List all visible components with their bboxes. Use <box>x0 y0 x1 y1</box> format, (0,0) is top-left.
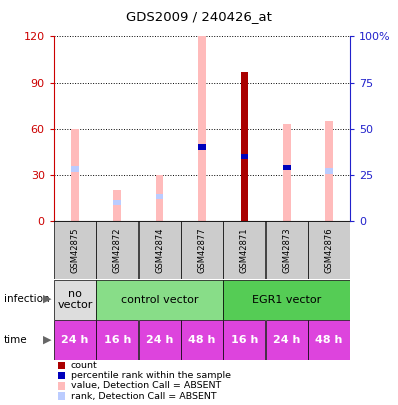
Bar <box>240 72 248 221</box>
Bar <box>139 320 181 360</box>
Text: time: time <box>4 335 27 345</box>
Bar <box>181 320 223 360</box>
Bar <box>308 320 350 360</box>
Text: ▶: ▶ <box>43 294 51 304</box>
Text: percentile rank within the sample: percentile rank within the sample <box>71 371 231 380</box>
Bar <box>265 221 308 279</box>
Text: value, Detection Call = ABSENT: value, Detection Call = ABSENT <box>71 382 221 390</box>
Text: GSM42874: GSM42874 <box>155 227 164 273</box>
Bar <box>325 121 333 221</box>
Bar <box>113 200 121 205</box>
Bar <box>265 320 308 360</box>
Text: GSM42872: GSM42872 <box>113 227 122 273</box>
Bar <box>156 175 164 221</box>
Text: 24 h: 24 h <box>146 335 173 345</box>
Text: GSM42871: GSM42871 <box>240 227 249 273</box>
Bar <box>181 221 223 279</box>
Bar <box>113 190 121 221</box>
Bar <box>223 221 265 279</box>
Text: 48 h: 48 h <box>315 335 343 345</box>
Text: ▶: ▶ <box>43 335 51 345</box>
Bar <box>308 221 350 279</box>
Bar <box>96 320 139 360</box>
Text: count: count <box>71 361 98 370</box>
Text: EGR1 vector: EGR1 vector <box>252 295 321 305</box>
Text: 16 h: 16 h <box>103 335 131 345</box>
Text: infection: infection <box>4 294 50 304</box>
Bar <box>325 168 333 174</box>
Text: 48 h: 48 h <box>188 335 216 345</box>
Text: no
vector: no vector <box>57 289 93 311</box>
Bar <box>96 221 139 279</box>
Bar <box>139 221 181 279</box>
Bar <box>223 320 265 360</box>
Text: GSM42873: GSM42873 <box>282 227 291 273</box>
Text: 24 h: 24 h <box>273 335 300 345</box>
Bar <box>54 320 96 360</box>
Bar <box>198 144 206 150</box>
Bar <box>283 164 291 170</box>
Bar <box>71 166 79 172</box>
Text: GSM42877: GSM42877 <box>197 227 207 273</box>
Bar <box>96 280 223 320</box>
Bar <box>156 194 164 199</box>
Text: rank, Detection Call = ABSENT: rank, Detection Call = ABSENT <box>71 392 217 401</box>
Text: control vector: control vector <box>121 295 198 305</box>
Bar <box>54 280 96 320</box>
Text: GDS2009 / 240426_at: GDS2009 / 240426_at <box>126 10 272 23</box>
Bar <box>71 129 79 221</box>
Bar <box>54 221 96 279</box>
Bar <box>283 124 291 221</box>
Bar <box>198 36 206 221</box>
Text: 24 h: 24 h <box>61 335 89 345</box>
Bar <box>223 280 350 320</box>
Text: GSM42876: GSM42876 <box>324 227 334 273</box>
Text: GSM42875: GSM42875 <box>70 227 80 273</box>
Bar <box>240 153 248 159</box>
Text: 16 h: 16 h <box>231 335 258 345</box>
